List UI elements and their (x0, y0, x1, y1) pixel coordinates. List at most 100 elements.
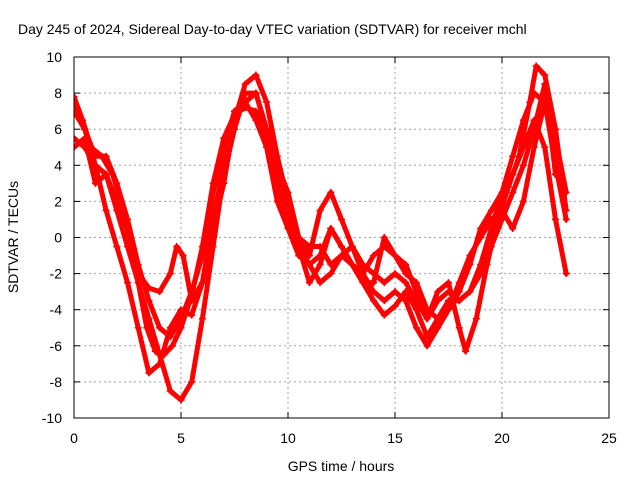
data-point (477, 234, 485, 241)
data-point (423, 315, 431, 323)
x-axis-label: GPS time / hours (288, 458, 395, 474)
data-point (552, 215, 559, 223)
data-point (472, 315, 480, 323)
data-point (391, 252, 399, 260)
data-point (284, 188, 292, 196)
data-point (359, 279, 367, 287)
y-tick-label: 2 (54, 193, 62, 209)
data-point (220, 179, 228, 187)
data-point (179, 252, 187, 260)
data-point (327, 224, 335, 232)
data-series (74, 62, 570, 404)
data-point (434, 315, 442, 323)
data-point (519, 143, 527, 151)
data-point (252, 71, 260, 79)
data-point (231, 107, 238, 115)
data-point (552, 125, 559, 133)
data-point (305, 279, 313, 287)
data-point (156, 324, 164, 332)
data-point (402, 297, 410, 305)
series-points (74, 80, 566, 323)
data-point (445, 288, 452, 296)
data-point (380, 297, 388, 305)
data-point (519, 161, 527, 169)
data-point (462, 347, 470, 355)
data-point (188, 378, 196, 386)
data-point (487, 206, 495, 214)
data-point (220, 143, 228, 151)
y-tick-label: -2 (50, 266, 63, 282)
data-point (74, 93, 78, 101)
data-point (305, 252, 313, 260)
data-point (498, 206, 506, 214)
data-point (263, 125, 271, 133)
data-point (134, 279, 142, 287)
data-point (445, 306, 452, 314)
data-point (402, 279, 410, 287)
data-point (562, 270, 570, 278)
x-tick-label: 15 (387, 430, 403, 446)
data-point (466, 288, 474, 296)
data-point (209, 188, 217, 196)
x-tick-label: 20 (494, 430, 510, 446)
data-point (113, 197, 121, 205)
data-point (412, 324, 420, 332)
data-point (166, 324, 174, 332)
data-point (295, 234, 303, 241)
data-point (338, 243, 345, 251)
y-tick-label: 10 (46, 49, 62, 65)
data-point (168, 342, 176, 350)
data-point (327, 270, 335, 278)
data-point (188, 311, 196, 319)
data-point (434, 297, 442, 305)
data-point (188, 288, 196, 296)
data-point (177, 324, 185, 332)
data-point (316, 279, 324, 287)
chart-title: Day 245 of 2024, Sidereal Day-to-day VTE… (18, 21, 527, 37)
data-point (252, 116, 260, 124)
data-point (198, 315, 206, 323)
data-point (391, 302, 399, 310)
data-point (338, 252, 345, 260)
data-point (327, 261, 335, 269)
data-point (166, 333, 174, 341)
data-point (370, 288, 378, 296)
data-point (284, 224, 292, 232)
data-point (252, 107, 260, 115)
y-tick-label: -10 (42, 410, 62, 426)
data-point (305, 243, 313, 251)
data-point (434, 324, 442, 332)
data-point (74, 143, 78, 151)
data-point (434, 288, 442, 296)
data-point (412, 288, 420, 296)
data-point (134, 261, 142, 269)
y-tick-label: -4 (50, 302, 63, 318)
data-point (145, 369, 153, 377)
data-point (198, 279, 206, 287)
data-point (156, 288, 164, 296)
data-point (380, 311, 388, 319)
data-point (477, 270, 485, 278)
data-point (445, 279, 452, 287)
data-point (102, 152, 110, 160)
data-point (124, 279, 131, 287)
data-point (498, 215, 506, 223)
series-group (74, 62, 570, 404)
data-point (198, 252, 206, 260)
data-point (166, 270, 174, 278)
data-point (402, 288, 410, 296)
data-point (455, 297, 463, 305)
data-point (552, 161, 559, 169)
x-tick-label: 10 (280, 430, 296, 446)
data-point (252, 89, 260, 97)
data-point (241, 98, 249, 106)
data-point (209, 224, 217, 232)
data-point (380, 279, 388, 287)
data-point (74, 107, 78, 115)
data-point (487, 215, 495, 223)
y-tick-label: 0 (54, 230, 62, 246)
data-point (91, 152, 99, 160)
data-point (509, 224, 517, 232)
data-point (295, 252, 303, 260)
data-point (81, 125, 89, 133)
